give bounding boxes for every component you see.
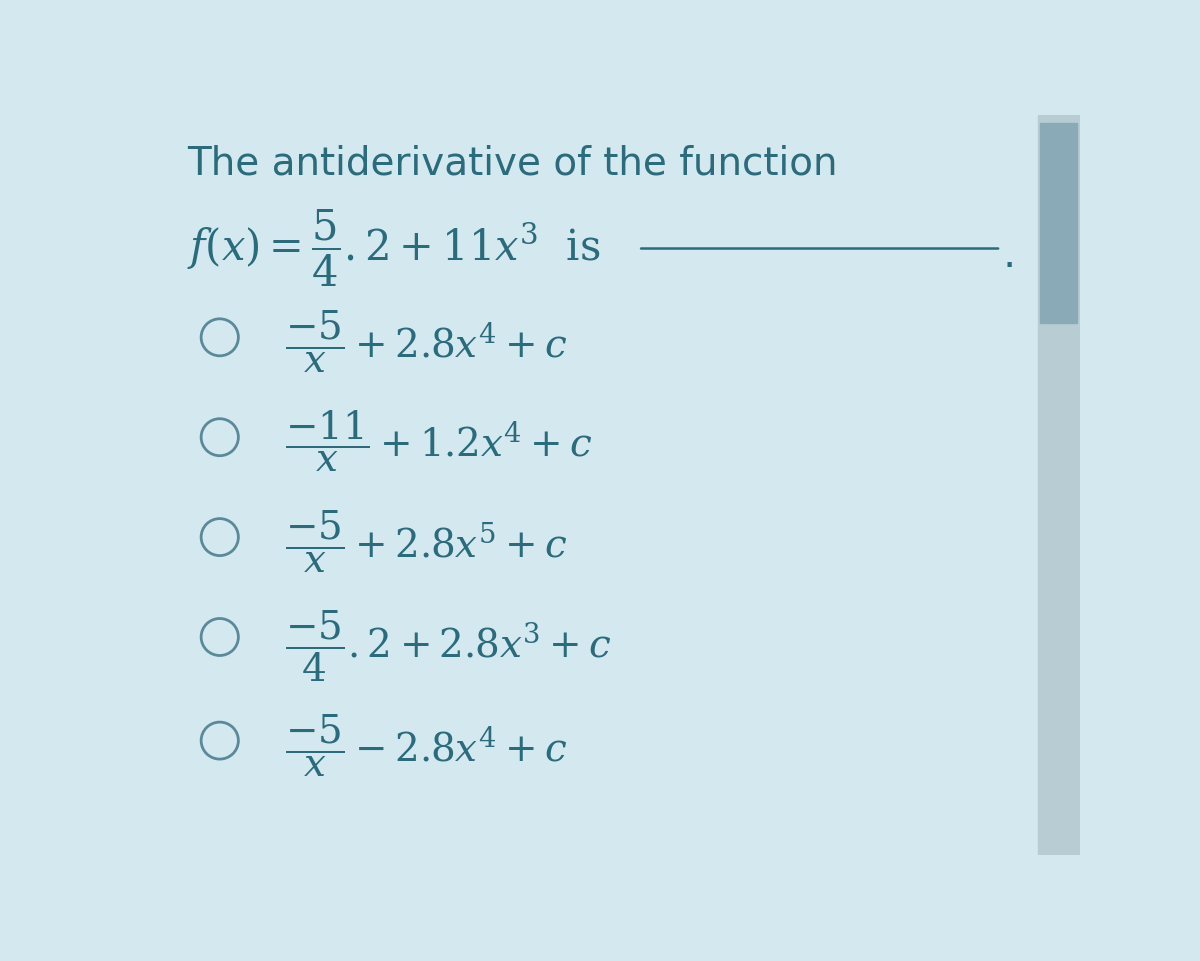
Text: $\dfrac{-5}{x} - 2.8x^4 + c$: $\dfrac{-5}{x} - 2.8x^4 + c$ — [284, 712, 568, 778]
Text: $\dfrac{-5}{4}.2 + 2.8x^3 + c$: $\dfrac{-5}{4}.2 + 2.8x^3 + c$ — [284, 609, 612, 684]
Text: The antiderivative of the function: The antiderivative of the function — [187, 145, 838, 183]
Text: $f(x) = \dfrac{5}{4}.2 + 11x^3\ \ \mathrm{is}$: $f(x) = \dfrac{5}{4}.2 + 11x^3\ \ \mathr… — [187, 208, 600, 289]
Text: $\dfrac{-5}{x} + 2.8x^4 + c$: $\dfrac{-5}{x} + 2.8x^4 + c$ — [284, 309, 568, 376]
Text: .: . — [1003, 234, 1016, 276]
Text: $\dfrac{-5}{x} + 2.8x^5 + c$: $\dfrac{-5}{x} + 2.8x^5 + c$ — [284, 509, 568, 575]
Text: $\dfrac{-11}{x} + 1.2x^4 + c$: $\dfrac{-11}{x} + 1.2x^4 + c$ — [284, 409, 592, 474]
Bar — [1040, 123, 1078, 323]
Bar — [1038, 115, 1080, 855]
